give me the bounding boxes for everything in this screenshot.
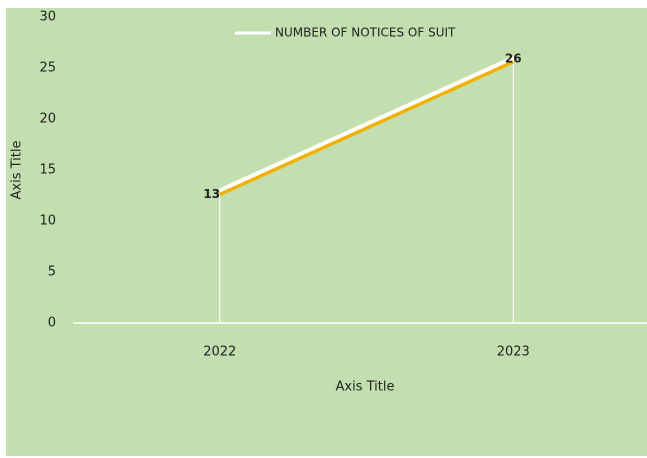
y-tick-label: 15 — [39, 163, 56, 178]
y-tick-label: 10 — [39, 214, 56, 229]
line-shadow — [219, 60, 514, 196]
x-tick-label: 2023 — [497, 345, 530, 360]
y-axis-title: Axis Title — [10, 141, 25, 200]
y-tick-label: 30 — [39, 10, 56, 25]
data-label: 26 — [505, 51, 522, 65]
legend-label: NUMBER OF NOTICES OF SUIT — [275, 26, 456, 40]
y-tick-label: 0 — [48, 316, 56, 331]
x-axis-title: Axis Title — [336, 380, 395, 395]
x-tick-label: 2022 — [203, 345, 236, 360]
data-label: 13 — [203, 187, 220, 201]
line-series — [218, 55, 515, 193]
y-tick-label: 5 — [48, 265, 56, 280]
chart-background — [6, 8, 647, 456]
y-tick-label: 20 — [39, 112, 56, 127]
y-tick-label: 25 — [39, 61, 56, 76]
